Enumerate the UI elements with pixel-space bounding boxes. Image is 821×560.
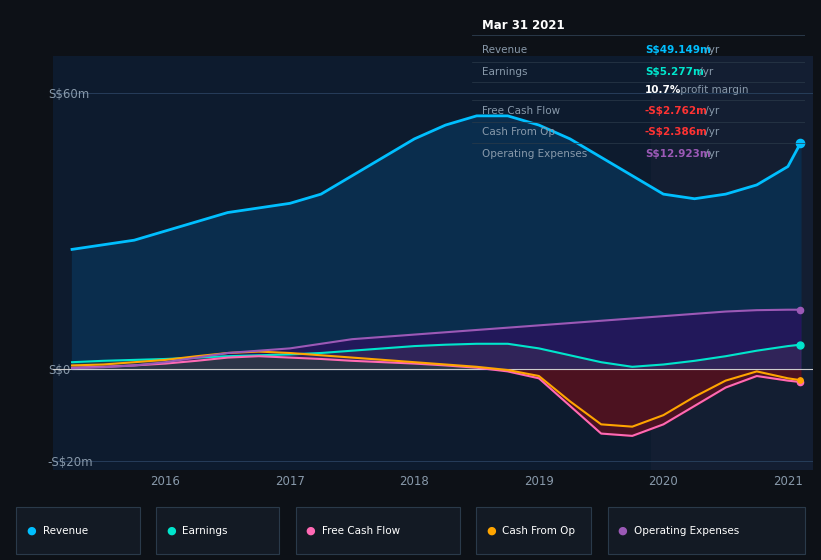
- Text: profit margin: profit margin: [677, 85, 748, 95]
- Text: Earnings: Earnings: [482, 67, 528, 77]
- Text: Operating Expenses: Operating Expenses: [634, 526, 739, 536]
- Text: /yr: /yr: [702, 45, 719, 55]
- Text: Cash From Op: Cash From Op: [482, 127, 555, 137]
- Text: Revenue: Revenue: [43, 526, 88, 536]
- Text: Cash From Op: Cash From Op: [502, 526, 576, 536]
- Point: [794, 376, 807, 385]
- Text: -S$2.762m: -S$2.762m: [645, 106, 708, 116]
- Text: Revenue: Revenue: [482, 45, 527, 55]
- Text: ●: ●: [617, 526, 627, 536]
- Point: [794, 305, 807, 314]
- Point: [794, 377, 807, 386]
- Text: Operating Expenses: Operating Expenses: [482, 148, 587, 158]
- Text: /yr: /yr: [702, 148, 719, 158]
- Text: Mar 31 2021: Mar 31 2021: [482, 18, 565, 32]
- Text: /yr: /yr: [702, 127, 719, 137]
- Text: ●: ●: [305, 526, 315, 536]
- Text: S$49.149m: S$49.149m: [645, 45, 711, 55]
- Text: 10.7%: 10.7%: [645, 85, 681, 95]
- Text: ●: ●: [486, 526, 496, 536]
- Text: /yr: /yr: [695, 67, 713, 77]
- Text: -S$2.386m: -S$2.386m: [645, 127, 708, 137]
- Text: Free Cash Flow: Free Cash Flow: [482, 106, 560, 116]
- Text: S$5.277m: S$5.277m: [645, 67, 704, 77]
- Text: ●: ●: [166, 526, 176, 536]
- Text: S$12.923m: S$12.923m: [645, 148, 711, 158]
- Text: Earnings: Earnings: [182, 526, 227, 536]
- Point: [794, 340, 807, 349]
- Text: ●: ●: [26, 526, 36, 536]
- Text: /yr: /yr: [702, 106, 719, 116]
- Text: Free Cash Flow: Free Cash Flow: [322, 526, 400, 536]
- Bar: [651, 56, 813, 470]
- Point: [794, 139, 807, 148]
